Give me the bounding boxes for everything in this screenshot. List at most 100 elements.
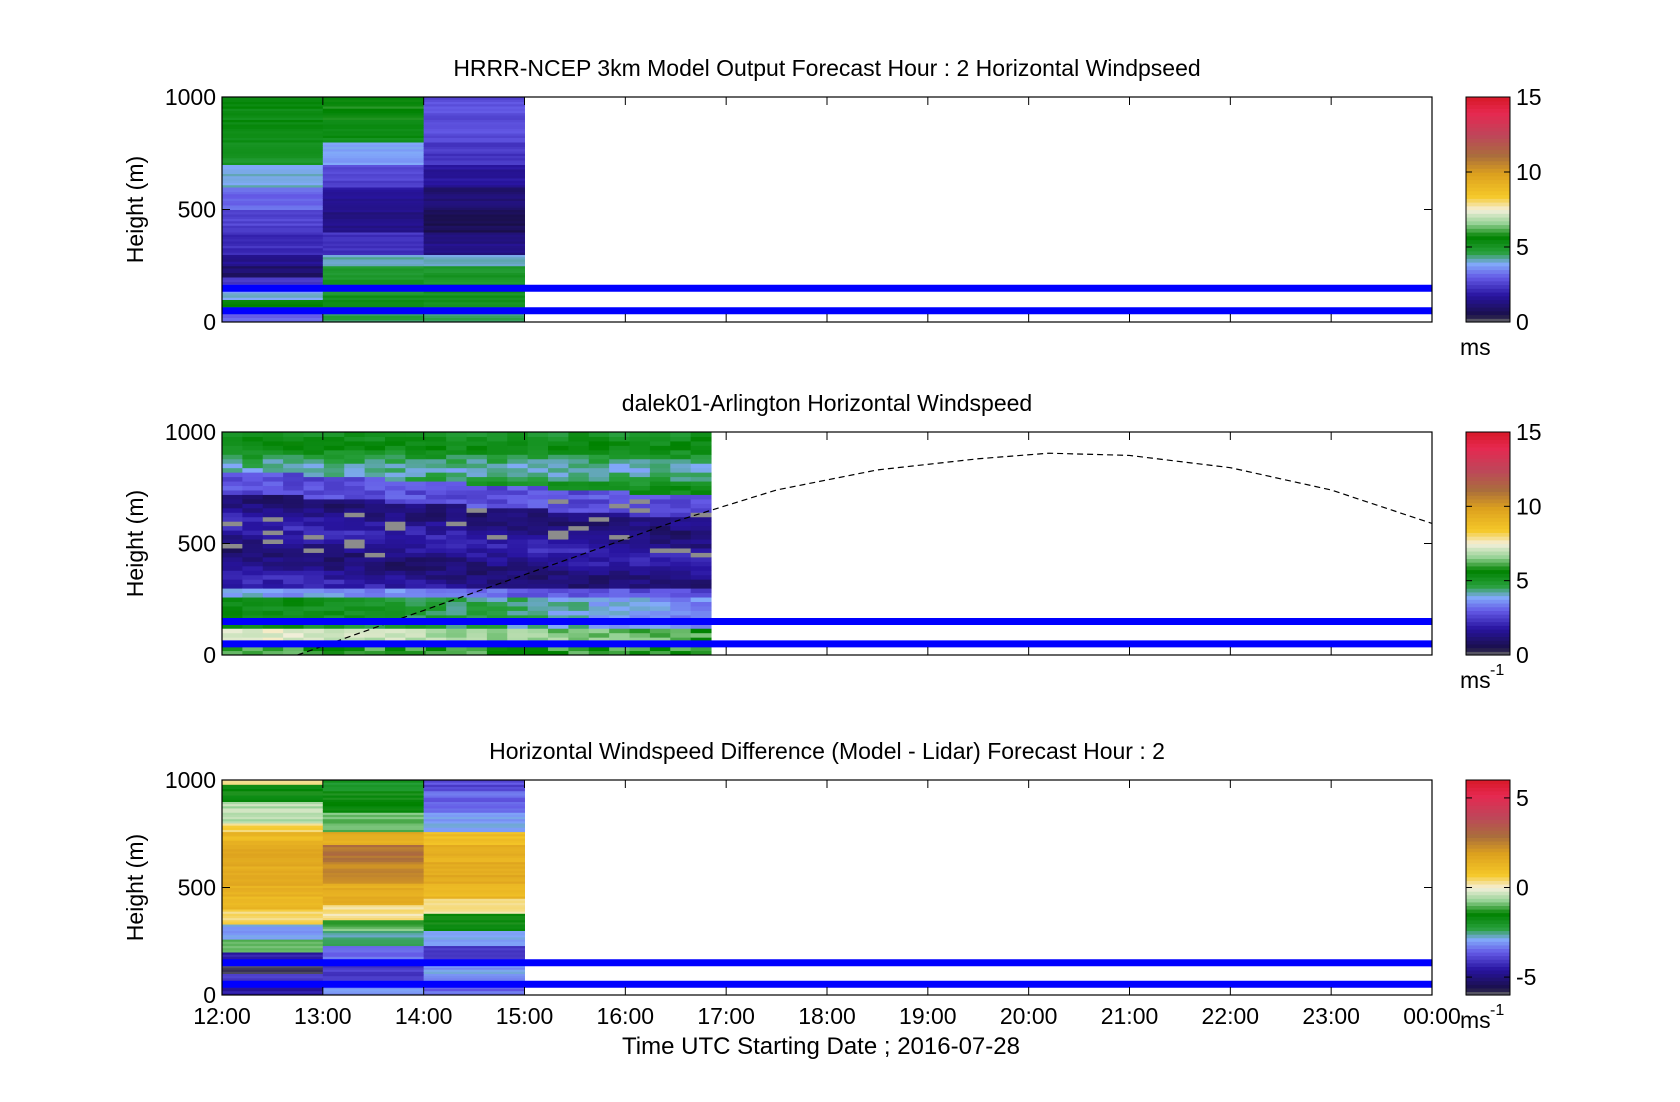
heatmap-cell	[385, 547, 406, 553]
heatmap-cell	[507, 628, 529, 634]
heatmap-cell	[423, 259, 525, 262]
heatmap-cell	[222, 788, 324, 792]
heatmap-cell	[548, 637, 569, 643]
heatmap-cell	[548, 605, 569, 611]
heatmap-cell	[222, 295, 324, 298]
heatmap-cell	[425, 543, 447, 549]
heatmap-cell	[364, 458, 386, 464]
colorbar-swatch	[1466, 901, 1510, 907]
x-tick-label: 18:00	[798, 1003, 856, 1029]
heatmap-cell	[466, 530, 488, 536]
heatmap-cell	[322, 969, 425, 972]
heatmap-cell	[322, 782, 425, 785]
heatmap-cell	[405, 605, 427, 611]
heatmap-cell	[322, 790, 425, 794]
heatmap-cell	[322, 236, 425, 240]
heatmap-cell	[486, 601, 508, 607]
heatmap-cell	[690, 494, 712, 500]
colorbar-swatch	[1466, 617, 1510, 623]
colorbar-swatch	[1466, 819, 1510, 824]
heatmap-cell	[323, 476, 345, 482]
heatmap-cell	[466, 601, 488, 607]
heatmap-cell	[322, 913, 425, 916]
heatmap-cell	[323, 449, 345, 455]
heatmap-cell	[222, 799, 324, 802]
heatmap-cell	[423, 178, 525, 181]
heatmap-cell	[609, 507, 631, 513]
heatmap-cell	[609, 588, 631, 594]
heatmap-cell	[507, 489, 529, 495]
colorbar-swatch	[1466, 269, 1510, 274]
heatmap-cell	[690, 476, 712, 482]
colorbar-swatch	[1466, 991, 1510, 996]
heatmap-cell	[222, 238, 324, 242]
heatmap-cell	[588, 565, 610, 571]
heatmap-cell	[446, 539, 468, 544]
heatmap-cell	[425, 588, 447, 594]
heatmap-cell	[303, 454, 325, 460]
colorbar-swatch	[1466, 543, 1510, 548]
heatmap-cell	[588, 579, 610, 585]
heatmap-cell	[344, 605, 366, 611]
heatmap-cell	[609, 570, 631, 576]
heatmap-cell	[425, 632, 447, 638]
heatmap-cell	[446, 472, 468, 478]
heatmap-cell	[425, 597, 447, 602]
colorbar-swatch	[1466, 550, 1510, 556]
heatmap-cell	[649, 494, 671, 500]
heatmap-cell	[322, 295, 425, 298]
heatmap-cell	[222, 805, 324, 809]
heatmap-cell	[425, 570, 447, 576]
heatmap-cell	[609, 534, 631, 540]
heatmap-cell	[629, 481, 651, 487]
heatmap-cell	[423, 902, 525, 906]
heatmap-cell	[283, 628, 305, 634]
heatmap-cell	[222, 232, 324, 235]
heatmap-cell	[242, 521, 264, 527]
heatmap-cell	[629, 525, 651, 531]
heatmap-cell	[423, 261, 525, 264]
heatmap-cell	[242, 552, 264, 558]
heatmap-cell	[690, 534, 712, 540]
heatmap-cell	[323, 605, 345, 611]
heatmap-cell	[609, 467, 631, 473]
heatmap-cell	[222, 588, 243, 594]
heatmap-cell	[446, 632, 468, 638]
colorbar-swatch	[1466, 880, 1510, 885]
heatmap-cell	[548, 445, 569, 451]
heatmap-cell	[423, 805, 525, 809]
heatmap-cell	[323, 498, 345, 504]
heatmap-cell	[242, 454, 264, 460]
heatmap-cell	[507, 565, 529, 571]
heatmap-cell	[609, 489, 631, 495]
heatmap-cell	[527, 534, 549, 540]
heatmap-cell	[507, 449, 529, 455]
heatmap-cell	[568, 521, 590, 527]
colorbar-swatch	[1466, 830, 1510, 835]
heatmap-cell	[423, 144, 525, 147]
heatmap-cell	[486, 579, 508, 585]
heatmap-cell	[423, 211, 525, 215]
heatmap-cell	[423, 137, 525, 141]
heatmap-cell	[344, 610, 366, 616]
colorbar-swatch	[1466, 787, 1510, 792]
heatmap-cell	[548, 592, 569, 598]
heatmap-cell	[629, 534, 651, 540]
heatmap-cell	[222, 650, 243, 656]
heatmap-cell	[629, 440, 651, 446]
heatmap-cell	[222, 155, 324, 159]
heatmap-cell	[323, 583, 345, 589]
heatmap-cell	[527, 597, 549, 602]
heatmap-cell	[609, 543, 631, 549]
heatmap-cell	[322, 975, 425, 979]
heatmap-cell	[629, 454, 651, 460]
heatmap-cell	[405, 574, 427, 580]
heatmap-cell	[568, 650, 590, 656]
colorbar-swatch	[1466, 119, 1510, 124]
heatmap-cell	[405, 449, 427, 455]
y-tick-label: 0	[203, 309, 216, 335]
heatmap-cell	[446, 489, 468, 495]
heatmap-cell	[222, 904, 324, 908]
heatmap-cell	[222, 954, 324, 957]
heatmap-cell	[690, 481, 712, 487]
